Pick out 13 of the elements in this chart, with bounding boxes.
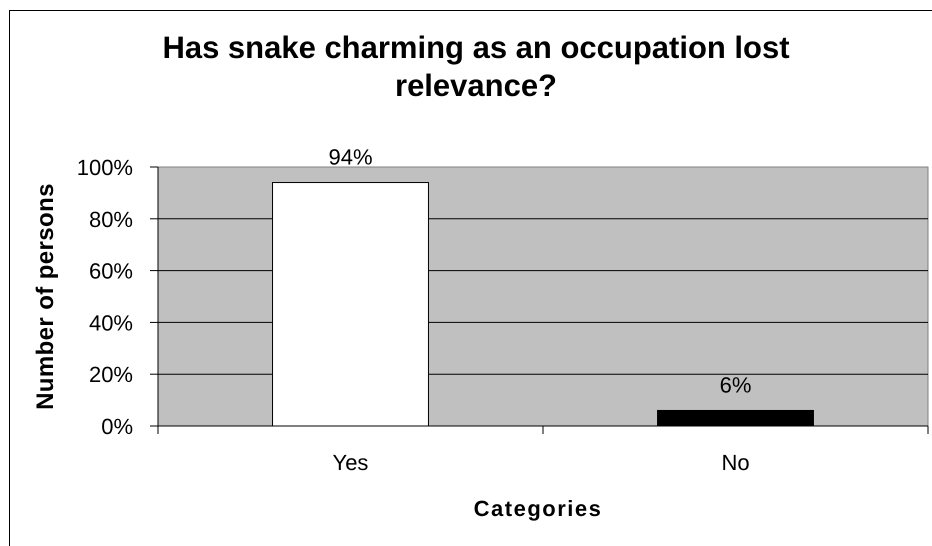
data-label: 6% (720, 372, 752, 398)
x-tick-label: No (721, 450, 750, 475)
y-tick-label: 0% (101, 414, 133, 438)
y-tick-label: 100% (76, 154, 133, 180)
y-tick-label: 60% (88, 258, 133, 284)
x-axis-title: Categories (474, 496, 602, 521)
y-tick-label: 80% (88, 206, 133, 232)
y-axis-title: Number of persons (32, 183, 58, 410)
chart-title: Has snake charming as an occupation lost relevance? (162, 30, 790, 103)
x-tick-label: Yes (332, 450, 368, 475)
y-tick-label: 20% (88, 362, 133, 387)
y-tick-label: 40% (88, 310, 133, 335)
data-label: 94% (328, 144, 373, 170)
